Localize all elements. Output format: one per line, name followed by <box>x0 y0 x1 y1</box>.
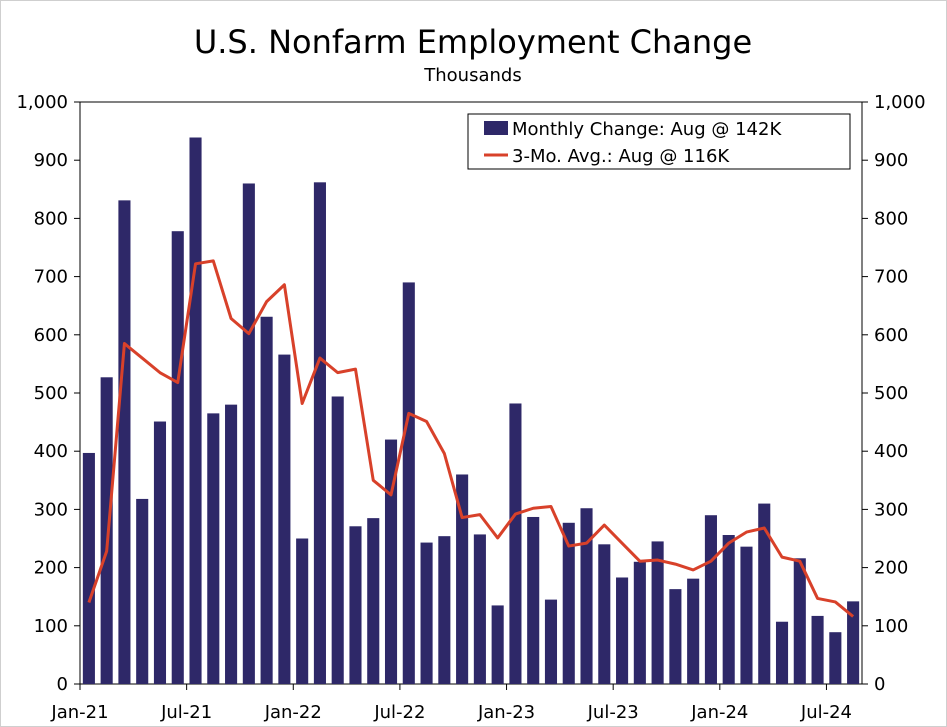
bar-2024-07 <box>829 632 842 684</box>
ytick-label-right: 200 <box>874 558 908 579</box>
bar-2023-09 <box>651 541 664 684</box>
bar-2021-01 <box>82 452 95 684</box>
bar-2023-12 <box>704 515 717 684</box>
bar-2021-10 <box>242 183 255 685</box>
bar-2023-08 <box>633 561 646 684</box>
bar-2023-03 <box>544 599 558 684</box>
bars <box>82 137 860 685</box>
avg-line <box>87 259 855 618</box>
ytick-label-left: 800 <box>34 208 68 229</box>
bar-2021-12 <box>278 354 291 684</box>
ytick-label-left: 300 <box>34 499 68 520</box>
legend-swatch-monthly <box>484 121 508 135</box>
chart-subtitle: Thousands <box>423 65 521 86</box>
bar-2022-02 <box>313 182 326 684</box>
bar-2023-07 <box>616 577 629 684</box>
ytick-label-left: 0 <box>57 674 68 695</box>
ytick-label-right: 400 <box>874 441 908 462</box>
bar-2023-10 <box>669 589 682 684</box>
xtick-label: Jan-24 <box>690 702 748 723</box>
bar-2023-05 <box>580 508 593 684</box>
ytick-label-left: 500 <box>34 383 68 404</box>
legend-box <box>467 113 851 170</box>
xtick-label: Jan-21 <box>50 702 108 723</box>
bar-2022-11 <box>473 534 486 684</box>
bar-2021-03 <box>118 200 131 685</box>
ytick-label-right: 700 <box>874 267 908 288</box>
bar-2024-04 <box>775 621 789 684</box>
bar-2024-02 <box>740 546 753 684</box>
bar-2024-06 <box>811 615 824 684</box>
bar-2022-03 <box>331 396 344 684</box>
bar-2022-09 <box>438 536 451 684</box>
chart-title: U.S. Nonfarm Employment Change <box>194 23 752 61</box>
bar-2023-01 <box>509 403 522 684</box>
bar-2024-03 <box>758 503 771 684</box>
bar-2021-05 <box>153 421 167 684</box>
bar-2024-05 <box>793 558 806 684</box>
ytick-label-right: 600 <box>874 325 908 346</box>
xtick-label: Jul-22 <box>373 702 425 723</box>
legend-label-monthly: Monthly Change: Aug @ 142K <box>512 119 782 140</box>
xtick-label: Jul-24 <box>800 702 852 723</box>
bar-2021-11 <box>260 316 273 684</box>
ytick-label-right: 500 <box>874 383 908 404</box>
bar-2021-07 <box>189 137 202 684</box>
bar-2023-06 <box>598 544 611 684</box>
bar-2022-08 <box>420 542 433 684</box>
bar-2022-04 <box>349 526 362 684</box>
legend: Monthly Change: Aug @ 142K 3-Mo. Avg.: A… <box>467 113 851 170</box>
ytick-label-right: 0 <box>874 674 885 695</box>
ytick-label-right: 900 <box>874 150 908 171</box>
ytick-label-right: 300 <box>874 499 908 520</box>
bar-2022-12 <box>491 605 504 684</box>
bar-2022-05 <box>367 518 380 684</box>
bar-2021-09 <box>225 404 238 684</box>
ytick-label-right: 1,000 <box>874 92 926 113</box>
avg-line-path <box>87 259 855 618</box>
ytick-label-right: 800 <box>874 208 908 229</box>
xtick-label: Jul-23 <box>587 702 639 723</box>
ytick-label-left: 200 <box>34 558 68 579</box>
legend-label-average: 3-Mo. Avg.: Aug @ 116K <box>512 146 730 167</box>
ytick-label-left: 100 <box>34 616 68 637</box>
bar-2021-02 <box>100 377 113 684</box>
ytick-label-right: 100 <box>874 616 908 637</box>
ytick-label-left: 400 <box>34 441 68 462</box>
bar-2022-07 <box>402 282 415 684</box>
bar-2024-08 <box>847 601 860 684</box>
bar-2021-08 <box>207 413 220 684</box>
bar-2022-10 <box>456 474 469 684</box>
ytick-label-left: 700 <box>34 267 68 288</box>
bar-2023-11 <box>687 578 700 684</box>
ytick-label-left: 1,000 <box>16 92 68 113</box>
bar-2021-06 <box>171 231 184 684</box>
bar-2023-04 <box>562 522 575 684</box>
ytick-label-left: 900 <box>34 150 68 171</box>
bar-2023-02 <box>527 516 540 684</box>
xtick-label: Jan-22 <box>264 702 322 723</box>
axes: 1,000 1,000 900 900 800 800 700 700 600 600 500 500… <box>16 92 925 723</box>
bar-2021-04 <box>136 498 149 684</box>
bar-2024-01 <box>722 535 735 684</box>
bar-2022-06 <box>384 439 398 684</box>
bar-2022-01 <box>296 538 309 684</box>
ytick-label-left: 600 <box>34 325 68 346</box>
xtick-label: Jul-21 <box>160 702 212 723</box>
xtick-label: Jan-23 <box>477 702 535 723</box>
